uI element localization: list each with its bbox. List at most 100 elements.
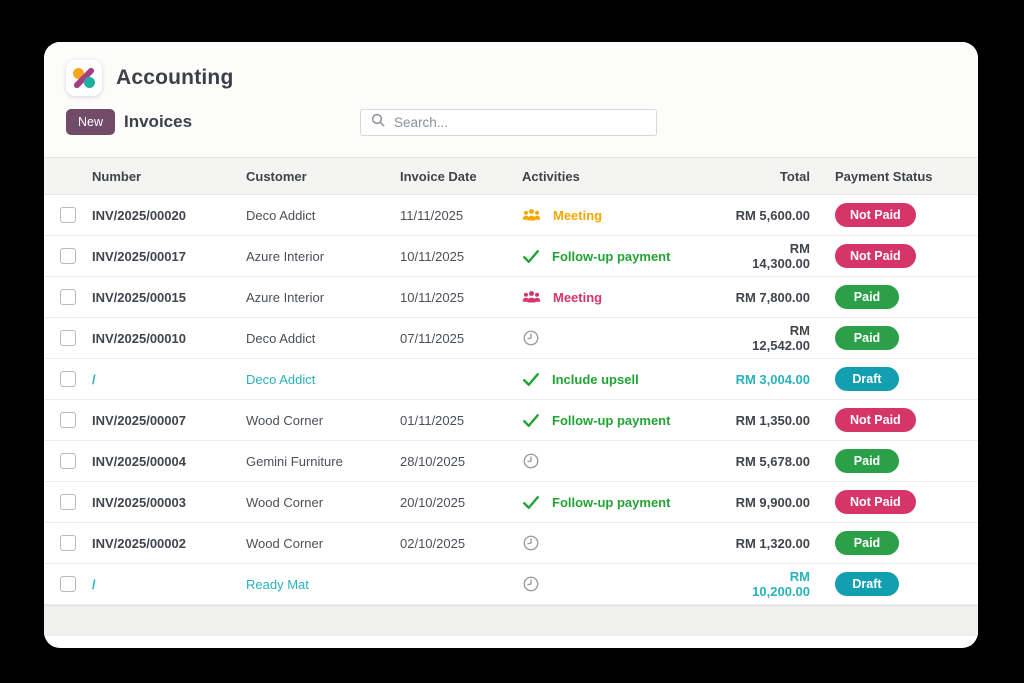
row-checkbox-cell [44,494,92,510]
row-checkbox[interactable] [60,330,76,346]
payment-status-badge: Not Paid [835,244,916,268]
invoice-total: RM 12,542.00 [752,323,810,353]
row-checkbox-cell [44,248,92,264]
payment-status-cell: Paid [835,285,978,309]
invoice-customer: Wood Corner [246,494,324,510]
invoice-number: INV/2025/00007 [92,412,186,428]
new-button[interactable]: New [66,109,116,135]
row-checkbox[interactable] [60,576,76,592]
activity-label: Meeting [553,289,603,305]
row-checkbox-cell [44,371,92,387]
row-checkbox[interactable] [60,453,76,469]
check-icon [522,413,540,428]
invoice-customer: Ready Mat [246,576,309,592]
row-checkbox[interactable] [60,289,76,305]
invoices-window: Accounting New Invoices Num [44,42,978,648]
search-box[interactable] [360,109,657,136]
clock-icon[interactable] [522,452,540,470]
row-checkbox[interactable] [60,248,76,264]
invoice-customer: Azure Interior [246,289,325,305]
activity-label: Follow-up payment [552,494,671,510]
table-header-row: Number Customer Invoice Date Activities … [44,157,978,195]
invoice-number: INV/2025/00002 [92,535,186,551]
invoice-number: / [92,576,96,592]
activity-label: Meeting [553,207,603,223]
accounting-app-logo-icon[interactable] [66,60,102,96]
invoice-total: RM 10,200.00 [752,569,810,599]
invoice-customer: Wood Corner [246,535,324,551]
row-checkbox[interactable] [60,535,76,551]
column-header-customer[interactable]: Customer [246,168,307,184]
invoice-row[interactable]: INV/2025/00015 Azure Interior 10/11/2025 [44,277,978,318]
users-icon [522,207,541,223]
invoice-row[interactable]: INV/2025/00003 Wood Corner 20/10/2025 [44,482,978,523]
invoice-activity: Follow-up payment [522,249,732,264]
row-checkbox[interactable] [60,412,76,428]
column-header-total[interactable]: Total [779,168,810,184]
invoice-row[interactable]: INV/2025/00007 Wood Corner 01/11/2025 [44,400,978,441]
row-checkbox-cell [44,412,92,428]
app-title: Accounting [116,66,234,89]
check-icon [522,372,540,387]
row-checkbox-cell [44,289,92,305]
invoice-total: RM 9,900.00 [735,494,810,510]
invoice-activity [522,452,732,470]
payment-status-cell: Draft [835,367,978,391]
invoice-total: RM 1,350.00 [735,412,810,428]
invoice-row[interactable]: INV/2025/00010 Deco Addict 07/11/2025 [44,318,978,359]
invoice-date: 10/11/2025 [400,248,465,264]
column-header-payment-status[interactable]: Payment Status [835,168,933,184]
invoice-date: 07/11/2025 [400,330,465,346]
activity-label: Follow-up payment [552,412,671,428]
invoice-row[interactable]: / Deco Addict [44,359,978,400]
invoice-date: 01/11/2025 [400,412,465,428]
invoice-total: RM 5,600.00 [735,207,810,223]
invoice-date: 10/11/2025 [400,289,465,305]
invoice-number: INV/2025/00003 [92,494,186,510]
payment-status-cell: Not Paid [835,244,978,268]
search-input[interactable] [394,115,647,130]
invoice-activity: Include upsell [522,372,732,387]
invoice-row[interactable]: INV/2025/00017 Azure Interior 10/11/2025 [44,236,978,277]
invoice-row[interactable]: INV/2025/00004 Gemini Furniture 28/10/20… [44,441,978,482]
payment-status-cell: Paid [835,449,978,473]
payment-status-cell: Paid [835,531,978,555]
invoice-row[interactable]: INV/2025/00002 Wood Corner 02/10/2025 [44,523,978,564]
invoice-rows: INV/2025/00020 Deco Addict 11/11/2025 [44,195,978,605]
list-footer [44,605,978,636]
column-header-activities[interactable]: Activities [522,168,580,184]
invoice-activity: Meeting [522,289,732,305]
invoice-total: RM 1,320.00 [735,535,810,551]
invoice-activity [522,575,732,593]
clock-icon[interactable] [522,534,540,552]
column-header-date[interactable]: Invoice Date [400,168,477,184]
invoice-date: 02/10/2025 [400,535,466,551]
column-header-number[interactable]: Number [92,168,142,184]
payment-status-badge: Not Paid [835,408,916,432]
invoice-row[interactable]: INV/2025/00020 Deco Addict 11/11/2025 [44,195,978,236]
invoice-number: INV/2025/00010 [92,330,186,346]
clock-icon[interactable] [522,575,540,593]
payment-status-badge: Draft [835,367,899,391]
activity-label: Follow-up payment [552,248,671,264]
app-header: Accounting New Invoices [44,42,978,157]
row-checkbox-cell [44,576,92,592]
row-checkbox[interactable] [60,207,76,223]
payment-status-badge: Draft [835,572,899,596]
row-checkbox-cell [44,535,92,551]
invoice-number: INV/2025/00004 [92,453,186,469]
payment-status-cell: Not Paid [835,203,978,227]
search-icon [370,112,386,133]
row-checkbox[interactable] [60,371,76,387]
clock-icon[interactable] [522,329,540,347]
payment-status-cell: Not Paid [835,408,978,432]
activity-label: Include upsell [552,371,639,387]
invoice-total: RM 14,300.00 [752,241,810,271]
check-icon [522,495,540,510]
row-checkbox[interactable] [60,494,76,510]
invoice-activity: Follow-up payment [522,413,732,428]
payment-status-badge: Paid [835,285,899,309]
invoice-row[interactable]: / Ready Mat [44,564,978,605]
invoice-customer: Azure Interior [246,248,325,264]
invoice-date: 20/10/2025 [400,494,466,510]
